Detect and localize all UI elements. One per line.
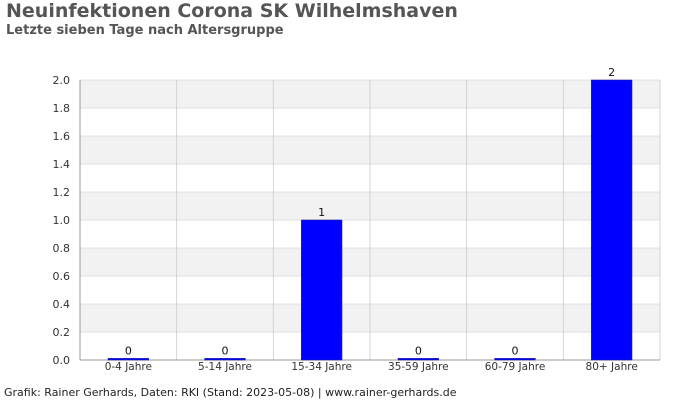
bar xyxy=(494,358,536,361)
chart-subtitle: Letzte sieben Tage nach Altersgruppe xyxy=(6,23,284,38)
y-tick-label: 1.8 xyxy=(53,102,71,115)
y-tick-label: 0.2 xyxy=(53,326,71,339)
bar xyxy=(397,358,439,361)
data-label: 0 xyxy=(125,344,132,357)
bar xyxy=(591,79,633,361)
data-label: 0 xyxy=(222,344,229,357)
data-label: 2 xyxy=(608,66,615,79)
x-tick-label: 80+ Jahre xyxy=(586,361,638,373)
y-tick-label: 1.4 xyxy=(53,158,71,171)
y-tick-label: 1.6 xyxy=(53,130,71,143)
bar xyxy=(107,358,149,361)
y-tick-label: 2.0 xyxy=(53,74,71,87)
y-tick-label: 0.0 xyxy=(53,354,71,367)
y-tick-label: 0.8 xyxy=(53,242,71,255)
data-label: 0 xyxy=(415,344,422,357)
chart-title: Neuinfektionen Corona SK Wilhelmshaven xyxy=(6,0,458,22)
x-tick-label: 5-14 Jahre xyxy=(198,361,252,373)
x-tick-label: 35-59 Jahre xyxy=(388,361,449,373)
bar xyxy=(301,219,343,361)
footer-credit: Grafik: Rainer Gerhards, Daten: RKI (Sta… xyxy=(4,386,457,399)
x-tick-label: 0-4 Jahre xyxy=(105,361,152,373)
x-tick-label: 15-34 Jahre xyxy=(291,361,352,373)
y-tick-label: 0.4 xyxy=(53,298,71,311)
y-tick-label: 1.0 xyxy=(53,214,71,227)
y-tick-label: 1.2 xyxy=(53,186,71,199)
data-label: 0 xyxy=(512,344,519,357)
bar xyxy=(204,358,246,361)
x-tick-label: 60-79 Jahre xyxy=(485,361,546,373)
y-tick-label: 0.6 xyxy=(53,270,71,283)
data-label: 1 xyxy=(318,206,325,219)
